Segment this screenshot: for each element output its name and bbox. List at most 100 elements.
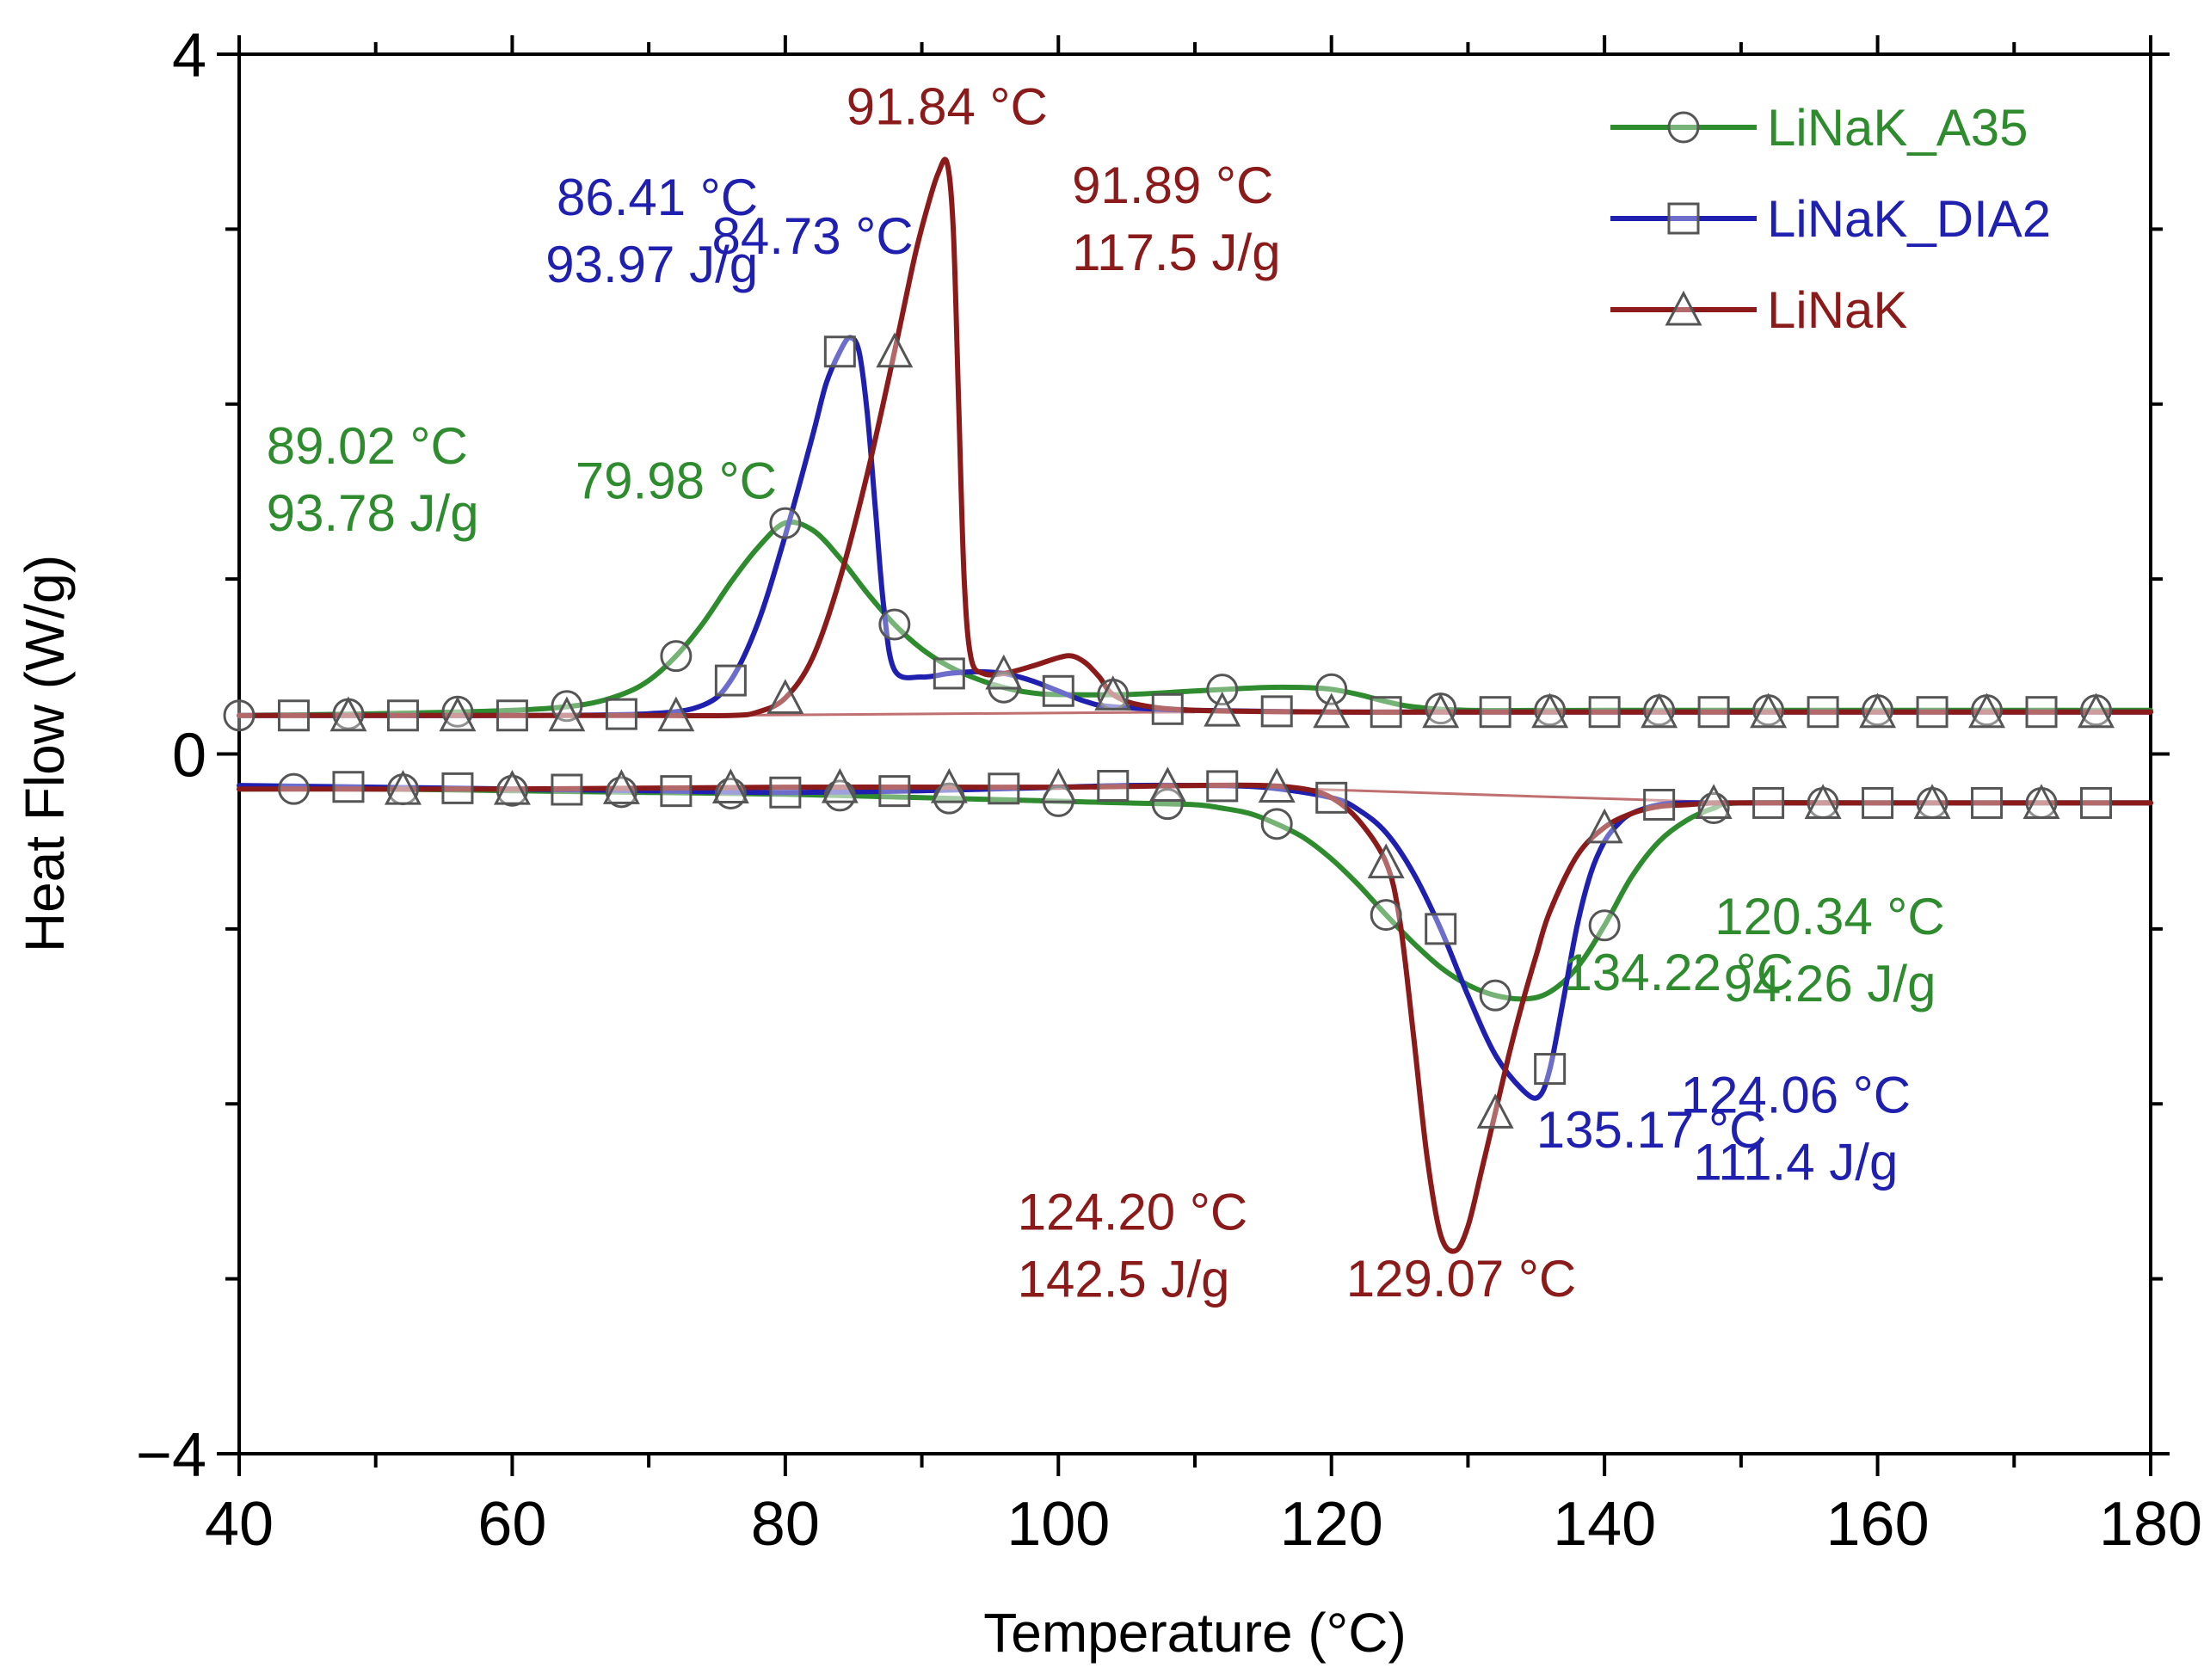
data-point-linak bbox=[1804, 784, 1842, 819]
x-tick-label: 60 bbox=[477, 1490, 546, 1559]
annotation-line: 84.73 °C bbox=[712, 207, 914, 265]
data-point-linak bbox=[548, 696, 586, 732]
data-point-linak-dia2 bbox=[1971, 786, 2004, 819]
data-point-linak-dia2 bbox=[878, 775, 911, 808]
legend-marker-linak-dia2 bbox=[1667, 202, 1700, 235]
data-point-linak bbox=[1585, 808, 1623, 844]
data-point-linak-dia2 bbox=[1260, 695, 1293, 728]
data-point-linak-dia2 bbox=[1097, 770, 1130, 803]
data-point-linak bbox=[930, 767, 968, 803]
data-point-linak bbox=[1148, 766, 1186, 803]
y-tick-label: 0 bbox=[172, 722, 206, 791]
legend: LiNaK_A35 LiNaK_DIA2 LiNaK bbox=[1610, 99, 2051, 339]
data-point-linak-dia2 bbox=[1315, 781, 1348, 814]
series-line-linak-dia2-cooling bbox=[237, 335, 2153, 718]
data-point-linak-dia2 bbox=[1425, 913, 1457, 945]
annotation-line: 93.78 J/g bbox=[267, 484, 479, 542]
data-point-linak bbox=[439, 696, 477, 732]
data-point-linak-dia2 bbox=[660, 775, 693, 808]
data-point-linak-dia2 bbox=[1206, 770, 1239, 803]
data-point-linak bbox=[1367, 843, 1405, 879]
peak-annotation: 129.07 °C bbox=[1346, 1250, 1577, 1308]
x-tick-label: 120 bbox=[1280, 1490, 1383, 1559]
legend-label-linak-a35: LiNaK_A35 bbox=[1767, 99, 2029, 157]
annotation-line: 91.89 °C bbox=[1072, 157, 1273, 214]
integration-baseline bbox=[703, 711, 1196, 717]
data-point-linak bbox=[493, 769, 531, 805]
data-point-linak-dia2 bbox=[386, 699, 419, 732]
data-point-linak bbox=[1641, 692, 1678, 729]
x-tick-label: 160 bbox=[1826, 1490, 1930, 1559]
annotation-line: 94.26 J/g bbox=[1724, 955, 1936, 1012]
data-point-linak-dia2 bbox=[1643, 788, 1676, 821]
legend-marker-linak bbox=[1665, 290, 1702, 326]
data-point-linak-dia2 bbox=[1697, 696, 1730, 729]
data-point-linak bbox=[1968, 692, 2006, 729]
data-point-linak-a35 bbox=[1206, 674, 1239, 706]
data-point-linak-dia2 bbox=[2080, 786, 2113, 819]
annotation-line: 129.07 °C bbox=[1346, 1250, 1577, 1308]
data-point-linak bbox=[1094, 675, 1132, 711]
data-point-linak bbox=[1695, 784, 1733, 819]
data-point-linak-dia2 bbox=[1752, 786, 1785, 819]
annotation-line: 142.5 J/g bbox=[1018, 1251, 1230, 1308]
peak-annotation: 134.22 °C bbox=[1564, 944, 1795, 1001]
legend-label-linak-dia2: LiNaK_DIA2 bbox=[1767, 190, 2051, 248]
axes: 40 60 80 100 120 140 160 180 −4 0 4 bbox=[136, 22, 2202, 1559]
data-point-linak-dia2 bbox=[605, 698, 637, 730]
data-point-linak-dia2 bbox=[933, 657, 965, 690]
data-point-linak-dia2 bbox=[1042, 674, 1074, 707]
data-point-linak-a35 bbox=[1315, 673, 1348, 705]
annotation-line: 124.06 °C bbox=[1681, 1066, 1912, 1123]
data-point-linak bbox=[384, 769, 422, 805]
data-point-linak-dia2 bbox=[496, 699, 528, 732]
peak-annotation: 89.02 °C 93.78 J/g bbox=[267, 417, 479, 542]
data-point-linak-dia2 bbox=[1370, 696, 1402, 729]
data-point-linak-a35 bbox=[496, 774, 528, 807]
series-markers bbox=[223, 332, 2115, 1129]
data-point-linak-dia2 bbox=[1479, 696, 1511, 729]
data-point-linak-a35 bbox=[878, 608, 911, 641]
peak-annotations: 91.84 °C 91.89 °C 117.5 J/g 86.41 °C 93.97 J… bbox=[267, 77, 1945, 1308]
data-point-linak-dia2 bbox=[1862, 786, 1894, 819]
data-point-linak-a35 bbox=[223, 699, 255, 732]
data-point-linak bbox=[985, 654, 1023, 690]
annotation-line: 120.34 °C bbox=[1715, 888, 1945, 945]
data-point-linak-a35 bbox=[660, 640, 693, 673]
data-point-linak-a35 bbox=[1260, 808, 1293, 840]
data-point-linak bbox=[711, 768, 749, 804]
data-point-linak-dia2 bbox=[1534, 1053, 1567, 1086]
data-point-linak-a35 bbox=[1370, 899, 1402, 932]
annotation-line: 93.97 J/g bbox=[545, 236, 758, 293]
annotation-line: 117.5 J/g bbox=[1072, 224, 1280, 281]
x-tick-label: 40 bbox=[205, 1490, 274, 1559]
peak-annotation: 135.17 °C bbox=[1536, 1101, 1767, 1159]
series-line-linak-a35-cooling bbox=[237, 519, 2153, 718]
y-tick-label: 4 bbox=[172, 22, 206, 90]
data-point-linak bbox=[1476, 1093, 1514, 1129]
data-point-linak bbox=[1039, 767, 1077, 803]
data-point-linak bbox=[657, 696, 695, 732]
data-point-linak bbox=[1531, 692, 1569, 729]
peak-annotation: 120.34 °C 94.26 J/g bbox=[1715, 888, 1945, 1012]
data-point-linak-dia2 bbox=[1916, 696, 1949, 729]
data-point-linak bbox=[602, 769, 640, 804]
data-point-linak-dia2 bbox=[1151, 692, 1184, 725]
x-tick-label: 80 bbox=[751, 1490, 820, 1559]
data-point-linak-dia2 bbox=[1588, 696, 1621, 729]
data-point-linak-a35 bbox=[277, 772, 310, 805]
data-point-linak bbox=[329, 696, 367, 732]
data-point-linak-dia2 bbox=[277, 699, 310, 732]
x-tick-label: 140 bbox=[1553, 1490, 1656, 1559]
data-point-linak bbox=[1422, 692, 1460, 729]
annotation-line: 79.98 °C bbox=[576, 452, 777, 510]
data-point-linak-a35 bbox=[1479, 979, 1511, 1012]
data-point-linak bbox=[1750, 692, 1788, 729]
y-axis-title: Heat Flow (W/g) bbox=[14, 555, 76, 952]
x-axis-title: Temperature (°C) bbox=[983, 1602, 1407, 1664]
data-point-linak bbox=[1859, 692, 1897, 729]
peak-annotation: 91.89 °C 117.5 J/g bbox=[1072, 157, 1280, 281]
peak-annotation: 124.20 °C 142.5 J/g bbox=[1018, 1184, 1248, 1308]
series-line-linak-heating bbox=[237, 782, 2153, 1254]
